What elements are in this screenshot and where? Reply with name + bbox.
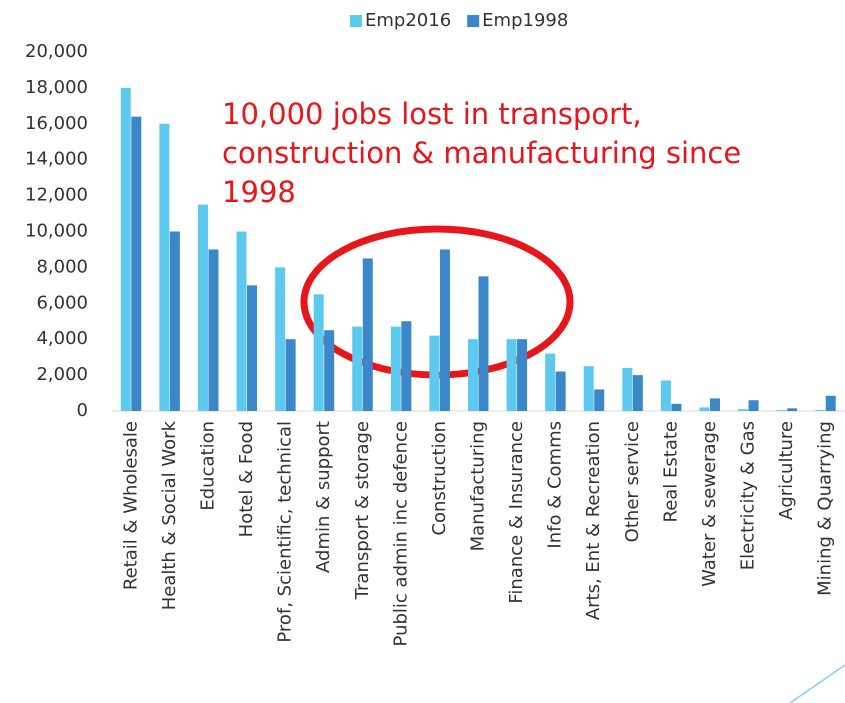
bar bbox=[439, 249, 450, 411]
x-tick-label: Electricity & Gas bbox=[738, 421, 759, 570]
y-tick-label: 0 bbox=[77, 400, 88, 421]
bar bbox=[131, 116, 142, 412]
bar bbox=[352, 326, 363, 411]
bar bbox=[324, 330, 335, 411]
annotation: construction & manufacturing since bbox=[222, 136, 741, 170]
x-tick-label: Arts, Ent & Recreation bbox=[583, 421, 604, 620]
x-tick-label: Real Estate bbox=[660, 421, 681, 523]
legend-swatch bbox=[467, 15, 480, 27]
bar bbox=[275, 267, 286, 411]
x-tick-label: Public admin inc defence bbox=[390, 421, 411, 646]
bar bbox=[468, 339, 478, 411]
bar bbox=[236, 231, 247, 411]
bar bbox=[197, 204, 208, 411]
y-tick-label: 18,000 bbox=[25, 77, 88, 98]
y-tick-label: 14,000 bbox=[25, 149, 88, 170]
bar bbox=[313, 294, 324, 411]
bar bbox=[622, 367, 633, 411]
x-tick-label: Education bbox=[197, 421, 218, 511]
bar bbox=[738, 409, 749, 411]
x-tick-label: Retail & Wholesale bbox=[120, 421, 141, 590]
bar bbox=[594, 389, 605, 411]
bar bbox=[748, 400, 759, 411]
y-tick-label: 4,000 bbox=[36, 328, 88, 349]
y-tick-label: 10,000 bbox=[25, 221, 88, 242]
bar bbox=[825, 395, 836, 411]
x-tick-label: Hotel & Food bbox=[236, 421, 257, 537]
bar bbox=[506, 339, 517, 411]
decoration-line bbox=[789, 664, 845, 703]
bar bbox=[583, 366, 594, 411]
bar bbox=[632, 375, 643, 411]
bar bbox=[247, 285, 258, 411]
bar bbox=[390, 326, 401, 411]
y-tick-label: 8,000 bbox=[36, 256, 88, 277]
x-tick-label: Water & sewerage bbox=[699, 421, 720, 587]
y-tick-label: 12,000 bbox=[25, 185, 88, 206]
bar bbox=[555, 371, 566, 411]
legend-label: Emp1998 bbox=[482, 10, 568, 31]
bar bbox=[545, 353, 556, 411]
bar bbox=[429, 335, 440, 411]
annotation: 10,000 jobs lost in transport, bbox=[222, 97, 642, 131]
annotation: 1998 bbox=[222, 175, 296, 209]
bar bbox=[660, 380, 671, 411]
x-tick-label: Prof, Scientific, technical bbox=[275, 421, 296, 643]
bar bbox=[362, 258, 373, 411]
x-tick-label: Info & Comms bbox=[545, 421, 566, 549]
bar bbox=[709, 398, 720, 411]
x-tick-label: Finance & Insurance bbox=[506, 421, 527, 604]
bar bbox=[787, 408, 798, 411]
legend-swatch bbox=[350, 15, 362, 27]
y-tick-label: 6,000 bbox=[36, 292, 88, 313]
x-tick-label: Construction bbox=[429, 421, 450, 536]
bar bbox=[169, 231, 180, 411]
x-tick-label: Admin & support bbox=[313, 421, 334, 573]
bar bbox=[208, 249, 219, 411]
bar bbox=[776, 410, 787, 411]
bar bbox=[478, 276, 489, 411]
legend-label: Emp2016 bbox=[365, 10, 451, 31]
y-tick-label: 2,000 bbox=[36, 364, 88, 385]
bar bbox=[671, 403, 682, 411]
x-tick-label: Transport & storage bbox=[352, 421, 373, 600]
bar bbox=[159, 123, 170, 412]
bar bbox=[815, 410, 826, 411]
x-tick-label: Mining & Quarrying bbox=[815, 421, 836, 596]
x-tick-label: Health & Social Work bbox=[159, 420, 180, 610]
bar bbox=[517, 339, 528, 411]
x-tick-label: Other service bbox=[622, 421, 643, 542]
bar bbox=[285, 339, 296, 411]
y-tick-label: 20,000 bbox=[25, 41, 88, 62]
y-tick-label: 16,000 bbox=[25, 113, 88, 134]
bar bbox=[120, 87, 131, 412]
bar bbox=[401, 321, 412, 411]
bar bbox=[699, 407, 710, 411]
x-tick-label: Manufacturing bbox=[468, 421, 489, 551]
x-tick-label: Agriculture bbox=[776, 421, 797, 520]
